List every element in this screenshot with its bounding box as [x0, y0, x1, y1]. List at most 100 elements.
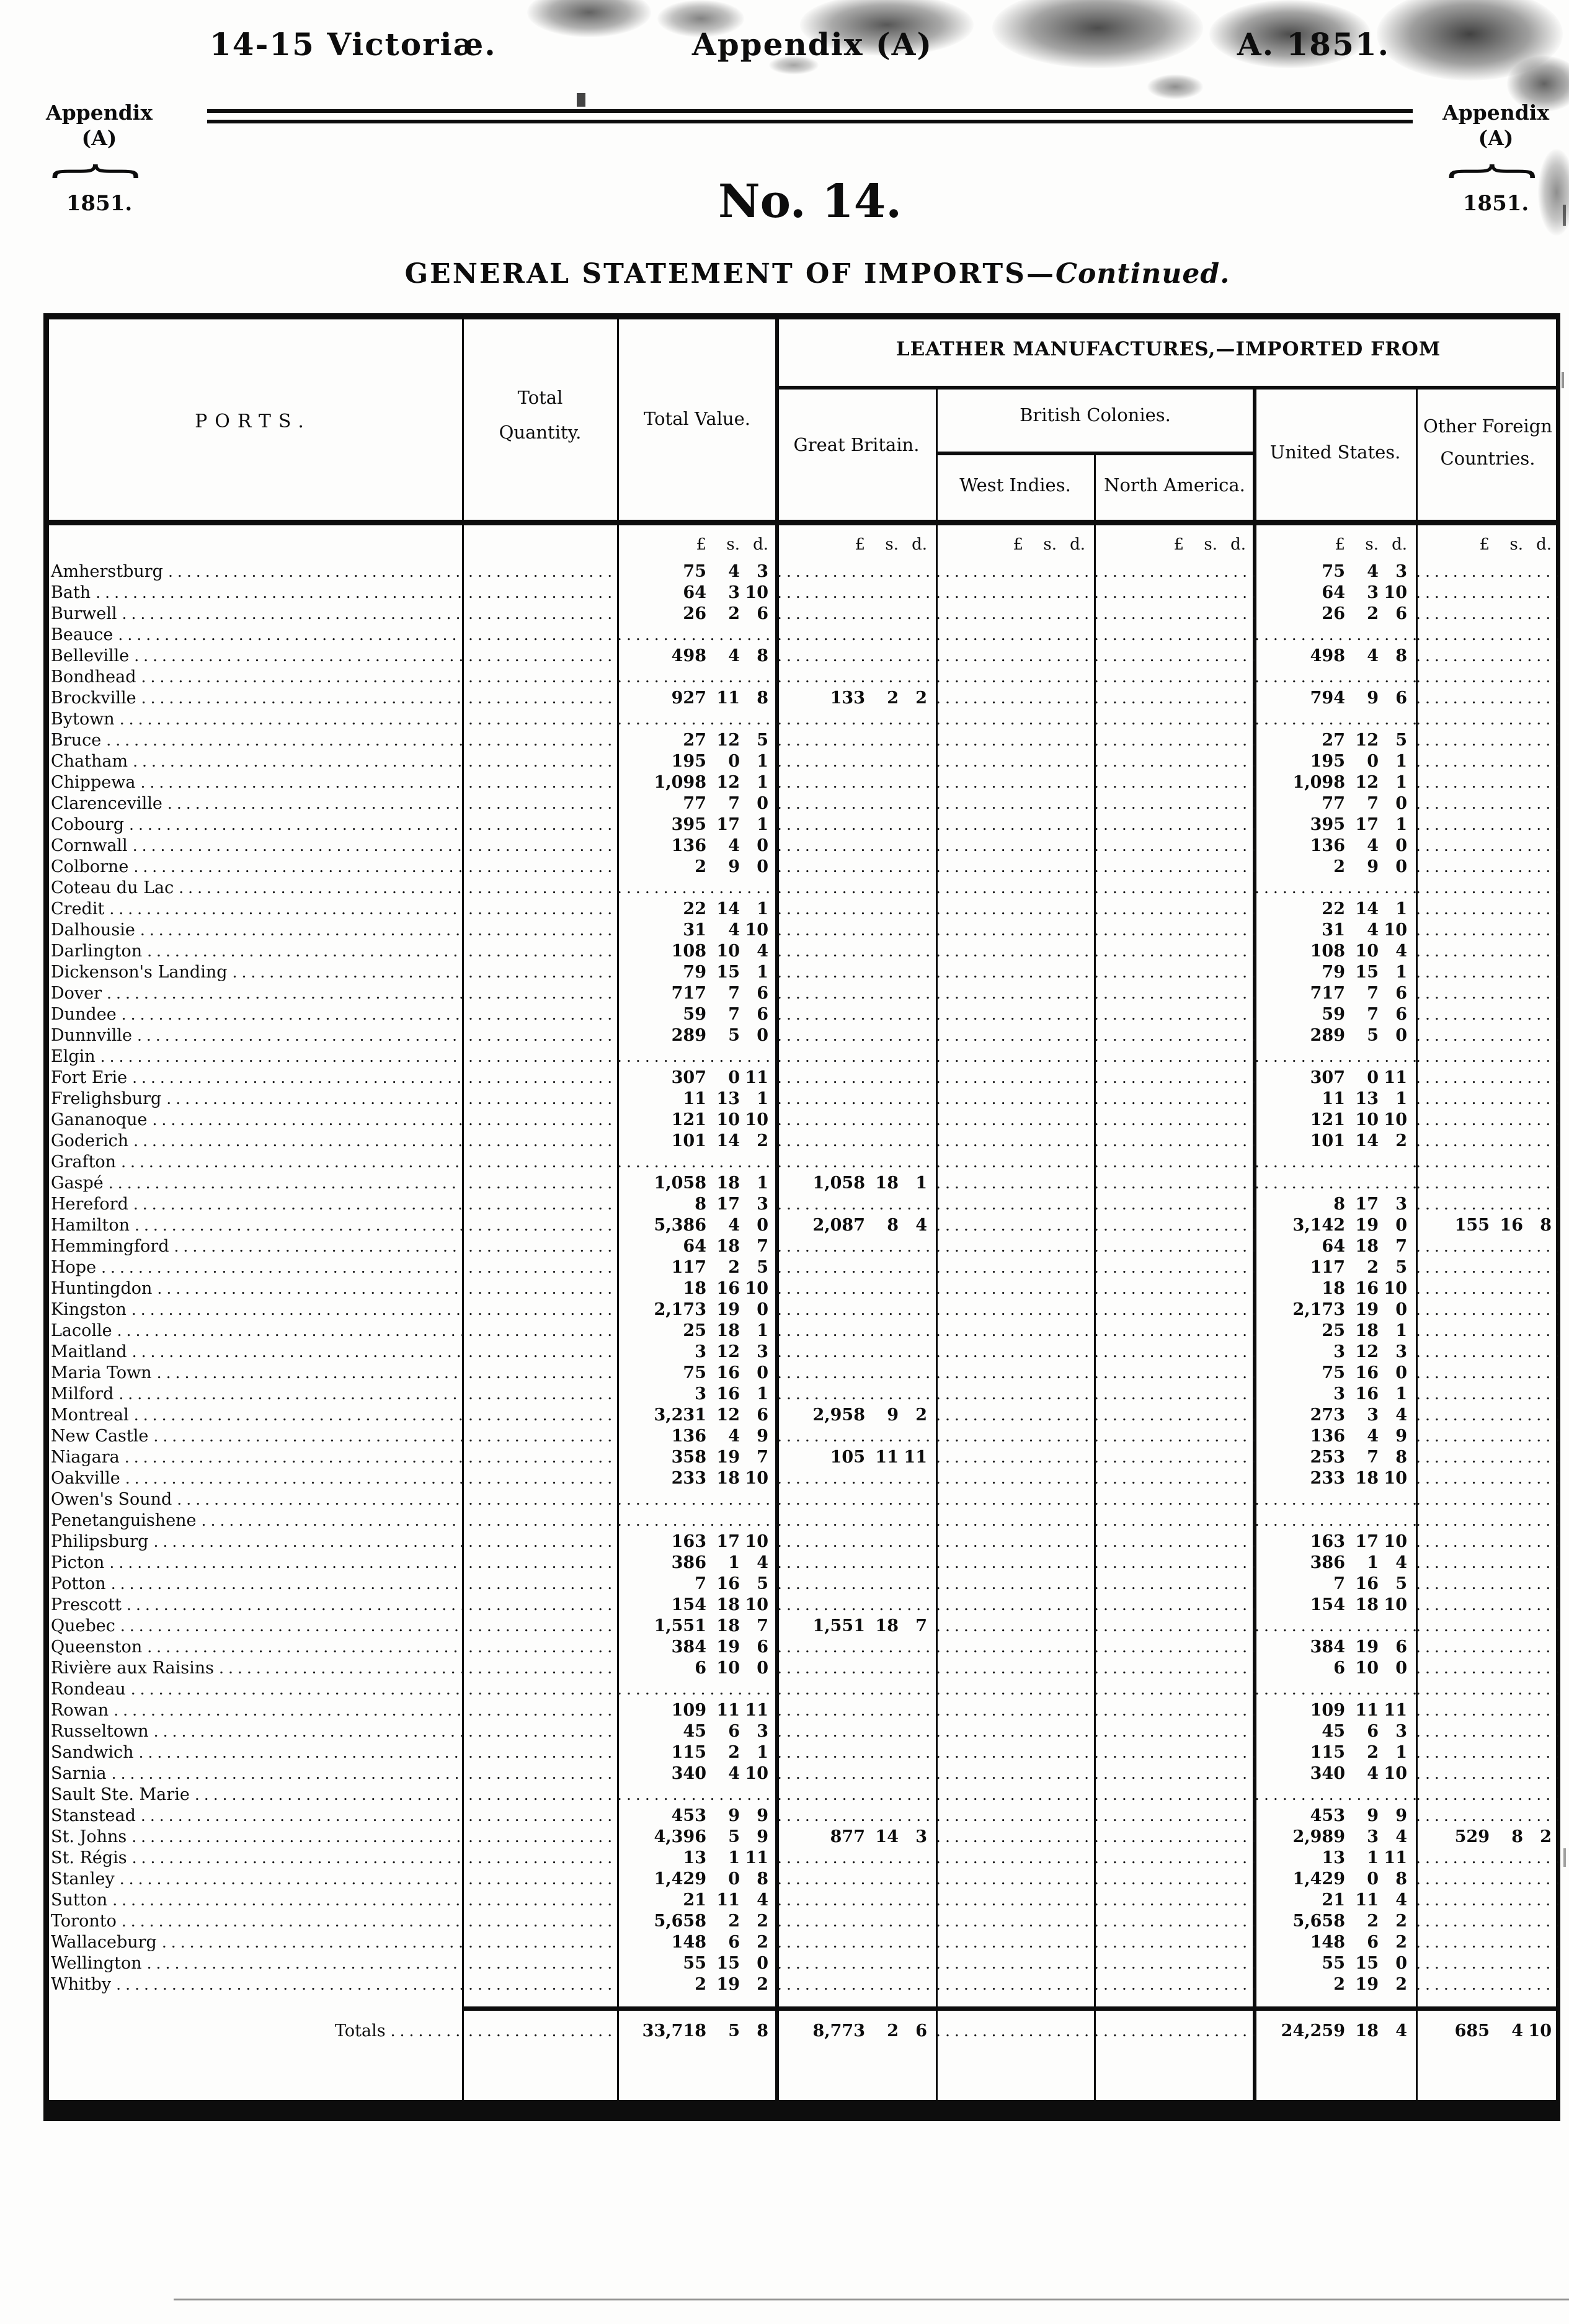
money-value: 13 1 11: [1255, 1848, 1416, 1869]
pounds: 877: [830, 1827, 865, 1846]
table-row: Cornwall................................…: [43, 835, 1560, 857]
port-name: Huntingdon: [51, 1279, 153, 1298]
pence: 2: [1395, 1933, 1407, 1952]
north-america-cell: ........................................…: [1094, 1173, 1255, 1194]
money-value: 340 4 10: [1255, 1763, 1416, 1784]
west-indies-cell: ........................................…: [936, 1721, 1094, 1742]
pence: 1: [1395, 752, 1407, 771]
pounds: 64: [1322, 1237, 1345, 1256]
dot-leader: ........................................…: [1094, 1617, 1255, 1635]
north-america-cell: ........................................…: [1094, 1447, 1255, 1468]
other-foreign-cell: ........................................…: [1416, 1721, 1560, 1742]
port-cell: Dover...................................…: [43, 983, 462, 1004]
table-row: Chippewa................................…: [43, 772, 1560, 793]
west-indies-cell: ........................................…: [936, 646, 1094, 667]
pence: d.: [1536, 535, 1552, 554]
pence: 0: [757, 794, 768, 813]
money-value: 31 4 10: [617, 920, 777, 941]
great-britain-cell: ........................................…: [777, 1700, 936, 1721]
pounds: 115: [671, 1743, 706, 1762]
shillings: 9: [1367, 1806, 1379, 1825]
dot-leader: ........................................…: [109, 1554, 462, 1572]
great-britain-cell: ........................................…: [777, 1869, 936, 1890]
margin-year: 1851.: [1462, 191, 1529, 216]
pence: 0: [757, 1954, 768, 1973]
dot-leader: ........................................…: [468, 731, 617, 749]
pounds: 340: [1310, 1764, 1345, 1783]
port-name: Niagara: [51, 1448, 120, 1467]
pence: 1: [1395, 899, 1407, 919]
west-indies-cell: ........................................…: [936, 1257, 1094, 1278]
dot-leader: ........................................…: [194, 1786, 462, 1804]
pence: 4: [757, 1553, 768, 1572]
dot-leader: ........................................…: [1094, 563, 1255, 581]
pence: 5: [757, 1574, 768, 1593]
north-america-cell: ........................................…: [1094, 1869, 1255, 1890]
total-value-cell: ........................................…: [617, 709, 777, 730]
west-indies-cell: ........................................…: [936, 835, 1094, 857]
shillings: 14: [716, 1131, 740, 1151]
dot-leader: ........................................…: [777, 1596, 936, 1614]
west-indies-cell: ........................................…: [936, 857, 1094, 878]
dot-leader: ........................................…: [936, 752, 1094, 770]
table-row: Sutton..................................…: [43, 1890, 1560, 1911]
dot-leader: ........................................…: [468, 668, 617, 686]
pounds: 121: [671, 1110, 706, 1129]
quantity-cell: ........................................…: [462, 1194, 617, 1215]
dot-leader: ........................................…: [1094, 1975, 1255, 1993]
total-value-cell: 195 0 1: [617, 751, 777, 772]
margin-appendix-label: Appendix: [1442, 100, 1550, 125]
currency-subheader-united-states-cell: £ s. d.: [1255, 532, 1416, 557]
scan-noise-blob: [992, 0, 1203, 68]
pence: 1: [757, 1743, 768, 1762]
dot-leader: ........................................…: [1416, 1469, 1560, 1487]
port-name: Dickenson's Landing: [51, 963, 228, 982]
west-indies-cell: ........................................…: [936, 1531, 1094, 1552]
quantity-cell: ........................................…: [462, 1320, 617, 1342]
other-foreign-cell: ........................................…: [1416, 1447, 1560, 1468]
port-cell: Cobourg.................................…: [43, 814, 462, 835]
money-value: 1,551 18 7: [777, 1616, 936, 1637]
table-row: Gananoque...............................…: [43, 1110, 1560, 1131]
shillings: 3: [1367, 1405, 1379, 1425]
money-value: 386 1 4: [617, 1552, 777, 1574]
pence: 5: [757, 731, 768, 750]
pence: 10: [1384, 1532, 1407, 1551]
shillings: 8: [887, 1216, 899, 1235]
pounds: 133: [830, 688, 865, 708]
table-row: Rivière aux Raisins.....................…: [43, 1658, 1560, 1679]
other-foreign-cell: ........................................…: [1416, 1025, 1560, 1046]
shillings: s.: [1509, 535, 1523, 554]
quantity-cell: ........................................…: [462, 1089, 617, 1110]
dot-leader: ........................................…: [777, 1638, 936, 1656]
quantity-cell: ........................................…: [462, 646, 617, 667]
money-value: 453 9 9: [1255, 1805, 1416, 1827]
shillings: 19: [716, 1448, 740, 1467]
pence: 10: [1384, 1469, 1407, 1488]
dot-leader: ........................................…: [101, 1258, 462, 1276]
margin-appendix-letter: (A): [1478, 126, 1514, 150]
dot-leader: ........................................…: [1416, 900, 1560, 918]
total-value-cell: 25 18 1: [617, 1320, 777, 1342]
dot-leader: ........................................…: [1094, 1069, 1255, 1087]
total-value-cell: 148 6 2: [617, 1932, 777, 1953]
pounds: 195: [1310, 752, 1345, 771]
shillings: 4: [1367, 1427, 1379, 1446]
west-indies-cell: ........................................…: [936, 730, 1094, 751]
port-name: Chatham: [51, 752, 128, 771]
dot-leader: ........................................…: [777, 1385, 936, 1403]
shillings: 11: [1355, 1890, 1379, 1910]
united-states-cell: 13 1 11: [1255, 1848, 1416, 1869]
shillings: 12: [1355, 773, 1379, 792]
great-britain-cell: ........................................…: [777, 1595, 936, 1616]
dot-leader: ........................................…: [1416, 984, 1560, 1002]
other-foreign-cell: ........................................…: [1416, 1531, 1560, 1552]
margin-appendix-label: Appendix: [45, 100, 153, 125]
dot-leader: ........................................…: [1094, 731, 1255, 749]
united-states-cell: 2,173 19 0: [1255, 1299, 1416, 1320]
shillings: 11: [875, 1448, 899, 1467]
scan-noise-blob: [527, 0, 651, 37]
shillings: 4: [728, 836, 740, 855]
dot-leader: ........................................…: [468, 1174, 617, 1192]
pence: 4: [915, 1216, 927, 1235]
